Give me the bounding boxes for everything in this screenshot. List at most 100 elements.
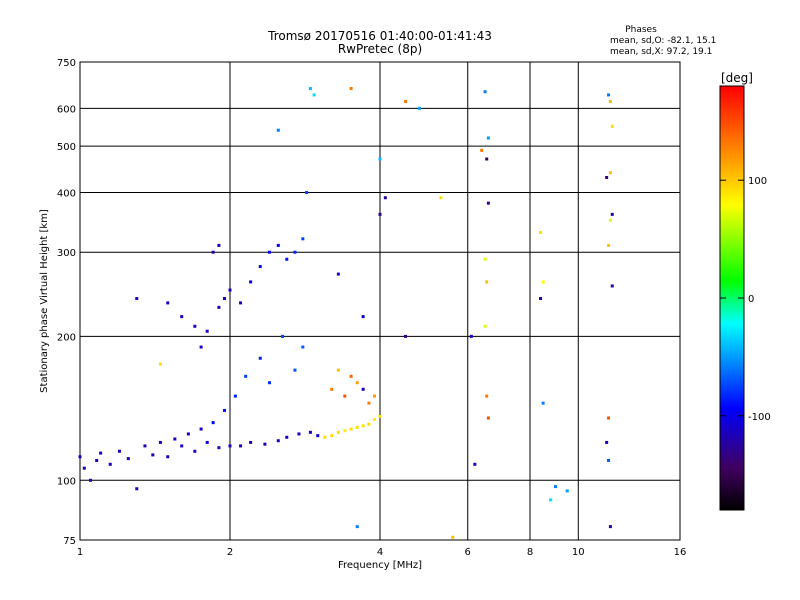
data-point — [301, 345, 305, 349]
data-point — [361, 315, 365, 319]
data-point — [158, 440, 162, 444]
data-point — [355, 425, 359, 429]
data-point — [293, 250, 297, 254]
y-tick-label: 600 — [57, 104, 76, 115]
data-point — [228, 444, 232, 448]
data-point — [180, 315, 184, 319]
data-point — [486, 416, 490, 420]
x-axis-label: Frequency [MHz] — [338, 560, 422, 571]
data-point — [469, 334, 473, 338]
data-point — [349, 427, 353, 431]
data-point — [239, 444, 243, 448]
data-point — [228, 288, 232, 292]
data-point — [95, 458, 99, 462]
data-point — [285, 435, 289, 439]
y-axis-label: Stationary phase Virtual Height [km] — [39, 209, 50, 393]
data-point — [193, 449, 197, 453]
x-tick-label: 6 — [465, 547, 471, 558]
y-tick-label: 100 — [57, 476, 76, 487]
data-point — [403, 100, 407, 104]
data-point — [99, 451, 103, 455]
data-point — [199, 345, 203, 349]
data-point — [223, 408, 227, 412]
data-point — [205, 440, 209, 444]
data-point — [330, 434, 334, 438]
data-point — [349, 374, 353, 378]
data-point — [267, 250, 271, 254]
data-point — [180, 444, 184, 448]
data-point — [211, 250, 215, 254]
data-point — [367, 422, 371, 426]
data-point — [217, 305, 221, 309]
data-point — [605, 175, 609, 179]
data-point — [486, 201, 490, 205]
data-point — [473, 462, 477, 466]
data-point — [383, 196, 387, 200]
data-point — [82, 466, 86, 470]
data-point — [343, 429, 347, 433]
grid-lines — [80, 62, 680, 540]
data-point — [244, 374, 248, 378]
phase-info-heading: Phases — [625, 25, 657, 35]
data-point — [343, 394, 347, 398]
data-point — [483, 90, 487, 94]
colorbar-ticks: 100 0 -100 — [720, 176, 771, 423]
data-point — [312, 93, 316, 97]
data-point — [258, 356, 262, 360]
data-point — [239, 301, 243, 305]
data-point — [308, 87, 312, 91]
data-point — [361, 387, 365, 391]
data-point — [276, 128, 280, 132]
data-point — [205, 329, 209, 333]
data-point — [301, 237, 305, 241]
data-point — [607, 93, 611, 97]
data-point — [336, 430, 340, 434]
data-point — [608, 525, 612, 529]
y-tick-label: 75 — [63, 536, 76, 547]
data-point — [89, 478, 93, 482]
data-point — [439, 196, 443, 200]
data-point — [249, 440, 253, 444]
data-point — [451, 535, 455, 539]
data-point — [373, 394, 377, 398]
data-point — [349, 87, 353, 91]
data-point — [217, 243, 221, 247]
data-point — [485, 157, 489, 161]
data-point — [541, 280, 545, 284]
data-point — [378, 212, 382, 216]
y-tick-label: 750 — [57, 58, 76, 69]
data-point — [355, 381, 359, 385]
data-point — [607, 243, 611, 247]
data-point — [267, 381, 271, 385]
x-tick-label: 4 — [377, 547, 383, 558]
y-ticks: 75 100 200 300 400 500 600 750 — [57, 58, 76, 547]
data-point — [549, 498, 553, 502]
data-point — [297, 432, 301, 436]
data-point — [193, 324, 197, 328]
chart-title: Tromsø 20170516 01:40:00-01:41:43 — [267, 29, 492, 43]
data-point — [223, 297, 227, 301]
data-point — [607, 416, 611, 420]
data-point — [158, 362, 162, 366]
x-ticks: 1 2 4 6 8 10 16 — [77, 547, 687, 558]
data-point — [293, 368, 297, 372]
data-point — [143, 444, 147, 448]
data-point — [608, 218, 612, 222]
data-point — [199, 427, 203, 431]
data-point — [553, 485, 557, 489]
data-point — [539, 230, 543, 234]
x-tick-label: 1 — [77, 547, 83, 558]
x-tick-label: 8 — [527, 547, 533, 558]
data-point — [281, 334, 285, 338]
data-point — [323, 435, 327, 439]
data-point — [173, 437, 177, 441]
y-tick-label: 400 — [57, 188, 76, 199]
data-point — [367, 401, 371, 405]
data-point — [258, 265, 262, 269]
data-point — [285, 257, 289, 261]
chart-subtitle: RwPretec (8p) — [338, 42, 422, 56]
data-point — [336, 368, 340, 372]
data-point — [417, 106, 421, 110]
data-point — [608, 171, 612, 175]
data-point — [608, 100, 612, 104]
